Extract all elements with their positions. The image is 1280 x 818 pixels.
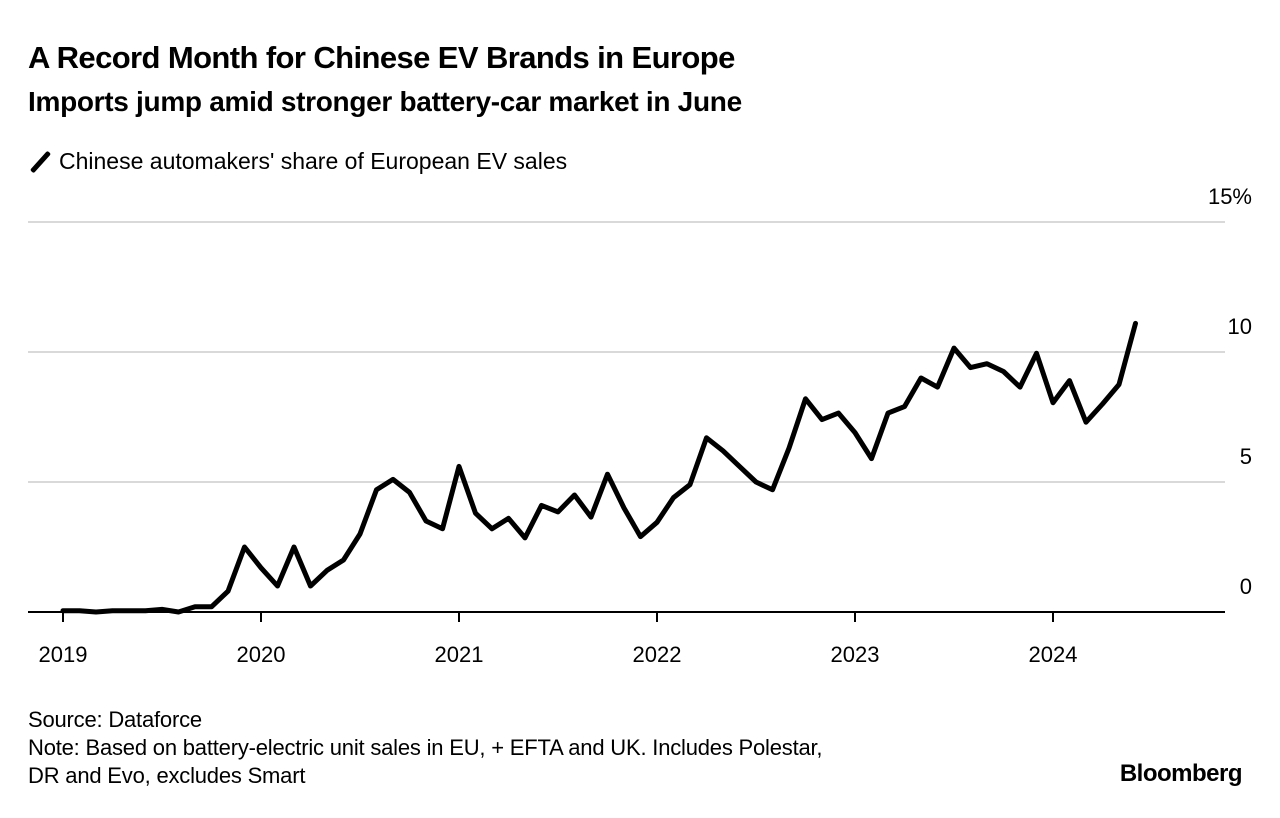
y-tick-label: 5 <box>1240 444 1252 469</box>
note-text-line-2: DR and Evo, excludes Smart <box>28 763 306 788</box>
y-axis-tick-labels: 0 5 10 15% <box>1208 184 1252 599</box>
series-layer <box>60 320 1138 615</box>
legend: Chinese automakers' share of European EV… <box>29 148 568 175</box>
legend-label: Chinese automakers' share of European EV… <box>59 148 568 174</box>
x-tick-label: 2023 <box>831 642 880 667</box>
x-tick-label: 2024 <box>1029 642 1078 667</box>
chart-title: A Record Month for Chinese EV Brands in … <box>28 40 735 75</box>
y-tick-label: 10 <box>1228 314 1252 339</box>
note-text-line-1: Note: Based on battery-electric unit sal… <box>28 735 823 760</box>
series-line <box>60 320 1138 615</box>
y-tick-label: 0 <box>1240 574 1252 599</box>
x-tick-label: 2019 <box>39 642 88 667</box>
x-tick-label: 2021 <box>435 642 484 667</box>
x-axis: 2019 2020 2021 2022 2023 2024 <box>28 611 1225 667</box>
y-tick-label: 15% <box>1208 184 1252 209</box>
x-tick-label: 2022 <box>633 642 682 667</box>
chart-subtitle: Imports jump amid stronger battery-car m… <box>28 86 742 117</box>
footnotes: Source: Dataforce Note: Based on battery… <box>28 706 823 790</box>
source-text: Source: Dataforce <box>28 707 202 732</box>
x-tick-label: 2020 <box>237 642 286 667</box>
bloomberg-logo: Bloomberg <box>1119 760 1243 787</box>
gridlines <box>28 221 1225 483</box>
